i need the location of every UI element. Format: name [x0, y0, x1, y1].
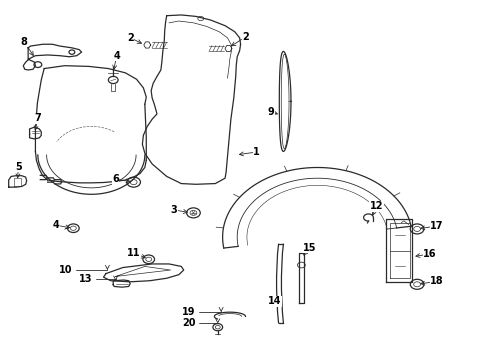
Polygon shape — [224, 45, 231, 51]
Polygon shape — [143, 42, 150, 48]
Text: 3: 3 — [170, 205, 187, 215]
Text: 12: 12 — [369, 201, 383, 215]
Text: 2: 2 — [231, 32, 248, 46]
Text: 5: 5 — [15, 162, 21, 178]
Text: 9: 9 — [267, 107, 277, 117]
Text: 4: 4 — [52, 220, 70, 230]
Text: 2: 2 — [126, 33, 141, 43]
Text: 7: 7 — [34, 113, 41, 130]
Text: 13: 13 — [79, 274, 117, 284]
Text: 6: 6 — [112, 174, 130, 184]
Text: 10: 10 — [59, 265, 109, 275]
Text: 17: 17 — [420, 221, 443, 231]
Text: 1: 1 — [239, 147, 260, 157]
Text: 15: 15 — [302, 243, 316, 255]
Text: 14: 14 — [267, 296, 281, 306]
Text: 19: 19 — [182, 307, 223, 317]
Text: 4: 4 — [113, 50, 120, 69]
Text: 8: 8 — [21, 37, 33, 55]
Text: 18: 18 — [420, 276, 443, 286]
Text: 20: 20 — [182, 319, 219, 328]
Text: 11: 11 — [126, 248, 145, 258]
Text: 16: 16 — [415, 249, 436, 259]
